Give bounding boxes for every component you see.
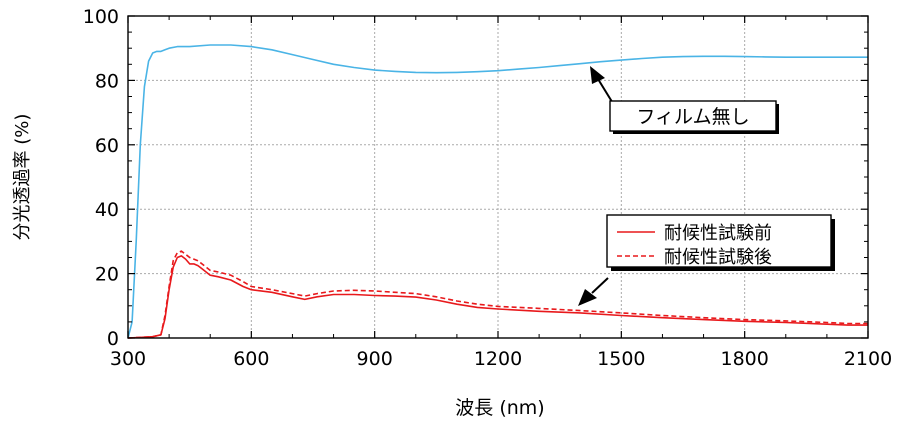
x-tick-label: 600: [233, 348, 269, 370]
annotation-box: [609, 100, 777, 132]
x-tick-label: 900: [357, 348, 393, 370]
tick-labels: 300 600 900 1200 1500 1800 2100 0 20 40 60 80 100: [83, 6, 892, 370]
y-tick-label: 100: [83, 6, 119, 28]
x-tick-label: 300: [110, 348, 146, 370]
annotation-arrowhead-film-none: [590, 66, 605, 84]
series-layer: [127, 44, 868, 339]
y-axis-label: 分光透過率 (%): [12, 114, 33, 241]
series-line-after: [127, 250, 868, 339]
x-axis-label: 波長 (nm): [455, 397, 544, 419]
x-tick-label: 2100: [844, 348, 892, 370]
y-tick-label: 0: [107, 328, 119, 350]
y-tick-label: 20: [95, 264, 119, 286]
series-line-film_none: [127, 44, 868, 339]
annotation-label-film-none: フィルム無し: [636, 106, 749, 128]
x-tick-label: 1200: [474, 348, 522, 370]
annotation-arrowhead-red: [578, 289, 597, 306]
legend-label-before: 耐候性試験前: [664, 223, 772, 244]
y-tick-label: 80: [95, 70, 119, 92]
y-tick-label: 60: [95, 135, 119, 157]
series-line-before: [127, 255, 868, 339]
x-tick-label: 1800: [720, 348, 768, 370]
x-tick-label: 1500: [597, 348, 645, 370]
y-tick-label: 40: [95, 199, 119, 221]
annotation-arrow-red: [591, 277, 609, 294]
ticks: [127, 15, 869, 339]
legend-label-after: 耐候性試験後: [664, 247, 772, 268]
grid: [128, 16, 868, 338]
legend-box: [606, 214, 832, 268]
